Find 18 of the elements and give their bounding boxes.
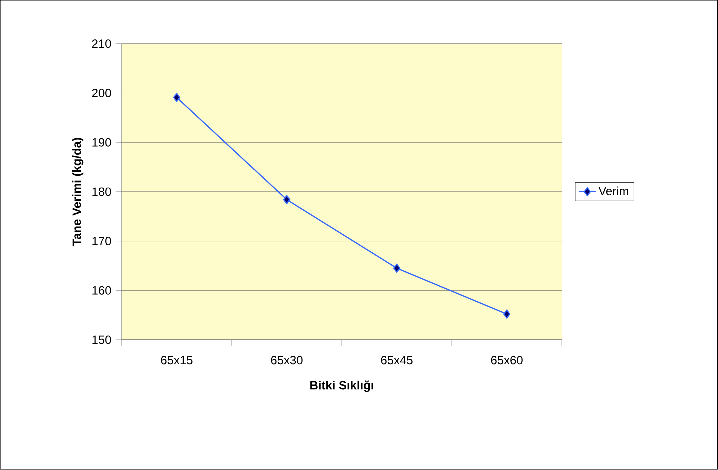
point	[173, 93, 181, 102]
x-tick-label: 65x15	[161, 356, 193, 365]
y-tick-label: 160	[92, 286, 112, 295]
y-tick-label: 210	[92, 40, 112, 48]
y-tick-label: 190	[92, 138, 112, 147]
legend-label: Verim	[598, 186, 628, 196]
x-axis-title: Bitki Sıklığı	[310, 380, 374, 392]
x-tick-label: 65x45	[381, 356, 413, 365]
point	[283, 195, 291, 204]
y-tick-label: 180	[92, 188, 112, 196]
y-tick-label: 200	[92, 89, 112, 98]
x-tick-label: 65x60	[491, 356, 523, 365]
y-axis-title: Tane Verimi (kg/da)	[72, 138, 84, 246]
y-tick-label: 150	[92, 336, 112, 344]
x-tick-label: 65x30	[271, 356, 303, 365]
point	[503, 310, 511, 319]
point	[393, 264, 401, 274]
y-tick-label: 170	[92, 237, 112, 246]
